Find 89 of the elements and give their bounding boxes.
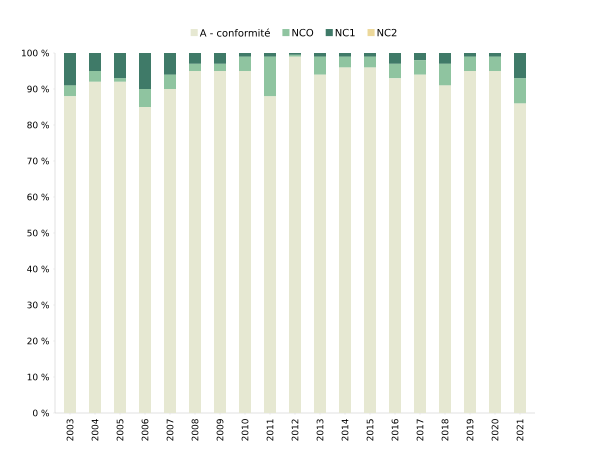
x-tick-label: 2006 — [142, 419, 148, 441]
bar — [264, 96, 276, 413]
x-tick-label: 2018 — [442, 419, 448, 441]
bar — [464, 56, 476, 71]
bar — [189, 52, 201, 64]
bar — [514, 103, 526, 413]
bar — [164, 52, 176, 75]
bar — [164, 88, 176, 413]
bar — [464, 70, 476, 413]
y-tick-label: 100 % — [22, 50, 49, 56]
bar — [289, 56, 301, 413]
bar — [414, 74, 426, 413]
bar — [514, 52, 526, 78]
bar — [314, 52, 326, 57]
bar — [264, 52, 276, 57]
bar — [314, 56, 326, 75]
y-tick-label: 40 % — [27, 266, 49, 272]
bar — [239, 52, 251, 57]
y-tick-label: 30 % — [27, 302, 49, 308]
bar — [214, 52, 226, 64]
y-tick-label: 10 % — [28, 374, 49, 380]
bar — [114, 78, 126, 82]
bar — [239, 56, 251, 71]
bar — [189, 64, 201, 71]
legend-label: A - conformité — [200, 28, 270, 37]
bar — [389, 52, 402, 64]
bar — [264, 56, 276, 96]
bar — [364, 67, 376, 413]
bar — [214, 70, 226, 413]
legend-label: NC1 — [336, 28, 355, 36]
bar — [64, 96, 76, 413]
x-tick-label: 2020 — [492, 419, 498, 441]
bar — [64, 52, 76, 86]
bar — [164, 74, 176, 89]
y-tick-label: 80 % — [27, 122, 49, 128]
y-tick-label: 20 % — [27, 338, 49, 344]
x-tick-label: 2012 — [292, 419, 298, 441]
legend-label: NC2 — [378, 28, 396, 36]
y-tick-label: 0 % — [33, 410, 49, 416]
bar — [139, 52, 151, 89]
x-tick-label: 2015 — [366, 419, 374, 441]
bar — [439, 85, 452, 413]
x-tick-label: 2011 — [266, 419, 274, 441]
x-tick-label: 2005 — [116, 419, 124, 441]
y-tick-label: 90 % — [27, 86, 49, 92]
x-tick-label: 2019 — [466, 419, 474, 441]
legend-label: NCO — [292, 28, 314, 36]
x-tick-label: 2017 — [416, 419, 424, 441]
y-tick-label: 70 % — [27, 158, 49, 164]
bar — [89, 52, 101, 71]
y-tick-label: 60 % — [27, 194, 49, 200]
bar — [64, 85, 76, 96]
x-tick-label: 2021 — [516, 419, 524, 441]
bar — [314, 74, 326, 413]
bar — [114, 52, 126, 78]
bar — [464, 52, 476, 57]
bar — [489, 52, 502, 57]
x-tick-label: 2004 — [92, 419, 98, 441]
bar — [364, 56, 376, 68]
bar — [439, 64, 452, 86]
bar — [339, 67, 352, 413]
bar — [414, 52, 426, 60]
bar — [439, 52, 452, 64]
x-tick-label: 2009 — [216, 419, 224, 441]
bar — [489, 56, 502, 71]
x-tick-label: 2014 — [342, 419, 348, 441]
bar — [239, 70, 251, 413]
bar — [489, 70, 502, 413]
x-tick-label: 2010 — [242, 419, 248, 441]
bar — [339, 56, 352, 68]
x-tick-label: 2003 — [66, 419, 74, 441]
bar — [339, 52, 352, 57]
bar — [114, 82, 126, 413]
bar — [389, 78, 402, 413]
x-tick-label: 2016 — [392, 419, 398, 441]
bar — [89, 70, 101, 82]
bar — [214, 64, 226, 71]
bar — [389, 64, 402, 78]
x-tick-label: 2013 — [316, 419, 324, 441]
bar — [189, 70, 201, 413]
bar — [139, 88, 151, 107]
bar — [139, 106, 151, 413]
bar — [364, 52, 376, 57]
bar — [414, 60, 426, 75]
bar — [514, 78, 526, 104]
bar — [89, 82, 101, 413]
y-tick-label: 50 % — [27, 230, 49, 236]
x-tick-label: 2007 — [166, 419, 174, 441]
x-tick-label: 2008 — [192, 419, 198, 441]
